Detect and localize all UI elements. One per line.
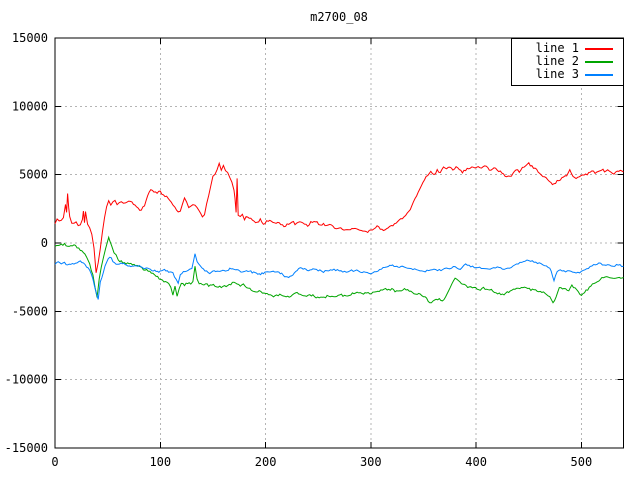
x-tick-label: 300 <box>360 455 382 469</box>
y-tick-label: 5000 <box>19 168 48 182</box>
legend-entry: line 3 <box>512 68 623 81</box>
x-tick-label: 500 <box>571 455 593 469</box>
legend-entry: line 2 <box>512 55 623 68</box>
legend-entry: line 1 <box>512 42 623 55</box>
legend-label: line 2 <box>535 54 579 68</box>
legend-line-sample <box>585 60 613 63</box>
legend-line-sample <box>585 73 613 76</box>
y-tick-label: -5000 <box>12 304 48 318</box>
x-tick-label: 0 <box>51 455 58 469</box>
series-line-3 <box>54 253 624 300</box>
y-tick-label: 0 <box>41 236 48 250</box>
y-tick-label: 10000 <box>12 99 48 113</box>
chart-title: m2700_08 <box>310 10 368 24</box>
legend-box: line 1 line 2 line 3 <box>511 38 624 86</box>
x-tick-label: 400 <box>465 455 487 469</box>
y-tick-label: 15000 <box>12 31 48 45</box>
x-tick-label: 100 <box>149 455 171 469</box>
y-tick-label: -10000 <box>5 373 48 387</box>
y-tick-label: -15000 <box>5 441 48 455</box>
legend-line-sample <box>585 47 613 50</box>
legend-label: line 3 <box>535 67 579 81</box>
x-tick-label: 200 <box>255 455 277 469</box>
legend-label: line 1 <box>535 41 579 55</box>
series-line-2 <box>54 235 624 304</box>
plot-border <box>54 37 624 449</box>
series-line-1 <box>54 161 624 273</box>
